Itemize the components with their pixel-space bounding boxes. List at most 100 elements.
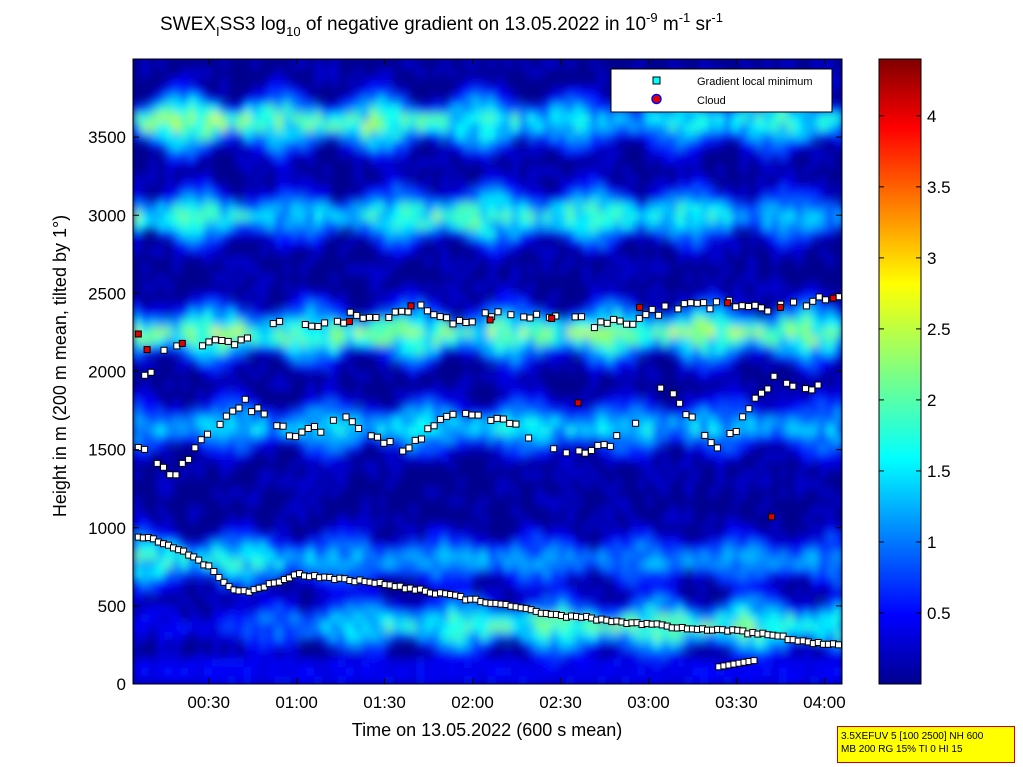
heatmap-cell bbox=[566, 621, 576, 632]
heatmap-cell bbox=[369, 425, 379, 435]
heatmap-cell bbox=[322, 451, 331, 462]
heatmap-cell bbox=[479, 219, 489, 230]
heatmap-cell bbox=[385, 121, 394, 132]
heatmap-cell bbox=[211, 192, 221, 203]
x-tick-label: 00:30 bbox=[187, 693, 230, 712]
heatmap-cell bbox=[826, 425, 836, 435]
heatmap-cell bbox=[755, 460, 765, 471]
heatmap-cell bbox=[393, 130, 402, 141]
heatmap-cell bbox=[440, 148, 450, 159]
heatmap-cell bbox=[180, 139, 190, 150]
heatmap-cell bbox=[621, 648, 631, 659]
heatmap-cell bbox=[566, 407, 576, 418]
heatmap-cell bbox=[739, 273, 749, 284]
heatmap-cell bbox=[834, 434, 842, 444]
heatmap-cell bbox=[329, 309, 339, 319]
heatmap-cell bbox=[763, 469, 773, 480]
heatmap-cell bbox=[574, 94, 584, 105]
heatmap-cell bbox=[747, 594, 757, 605]
heatmap-cell bbox=[353, 666, 363, 676]
gradient-minimum-marker bbox=[468, 411, 476, 419]
heatmap-cell bbox=[259, 675, 268, 684]
heatmap-cell bbox=[763, 639, 773, 650]
heatmap-cell bbox=[471, 630, 481, 641]
heatmap-cell bbox=[771, 541, 780, 551]
heatmap-cell bbox=[684, 478, 694, 489]
heatmap-cell bbox=[251, 59, 261, 69]
heatmap-cell bbox=[448, 94, 457, 105]
heatmap-cell bbox=[605, 362, 615, 373]
heatmap-cell bbox=[676, 148, 686, 159]
heatmap-cell bbox=[755, 291, 765, 301]
heatmap-cell bbox=[314, 246, 324, 257]
heatmap-cell bbox=[479, 130, 489, 141]
heatmap-cell bbox=[172, 407, 182, 418]
heatmap-cell bbox=[408, 425, 418, 435]
heatmap-cell bbox=[511, 487, 520, 498]
heatmap-cell bbox=[266, 309, 276, 319]
heatmap-cell bbox=[566, 594, 576, 605]
heatmap-cell bbox=[282, 594, 292, 605]
heatmap-cell bbox=[235, 425, 245, 435]
heatmap-cell bbox=[511, 407, 520, 418]
heatmap-cell bbox=[290, 326, 300, 337]
heatmap-cell bbox=[723, 416, 733, 426]
heatmap-cell bbox=[723, 264, 733, 275]
heatmap-cell bbox=[448, 344, 457, 355]
heatmap-cell bbox=[621, 416, 631, 426]
heatmap-cell bbox=[818, 657, 828, 668]
heatmap-cell bbox=[519, 434, 528, 444]
heatmap-cell bbox=[172, 264, 182, 275]
heatmap-cell bbox=[377, 237, 387, 248]
heatmap-cell bbox=[345, 559, 355, 569]
heatmap-cell bbox=[660, 184, 670, 194]
heatmap-cell bbox=[526, 469, 536, 480]
heatmap-cell bbox=[148, 523, 158, 534]
heatmap-cell bbox=[259, 532, 268, 543]
heatmap-cell bbox=[393, 219, 402, 230]
heatmap-cell bbox=[219, 469, 229, 480]
heatmap-cell bbox=[219, 550, 229, 560]
heatmap-cell bbox=[314, 532, 324, 543]
heatmap-cell bbox=[408, 59, 418, 69]
heatmap-cell bbox=[188, 121, 197, 132]
heatmap-cell bbox=[574, 201, 584, 212]
heatmap-cell bbox=[716, 398, 725, 409]
heatmap-cell bbox=[802, 478, 812, 489]
heatmap-cell bbox=[668, 639, 678, 650]
heatmap-cell bbox=[471, 621, 481, 632]
heatmap-cell bbox=[196, 94, 205, 105]
gradient-minimum-marker bbox=[430, 311, 438, 319]
heatmap-cell bbox=[211, 210, 221, 221]
heatmap-cell bbox=[495, 148, 505, 159]
heatmap-cell bbox=[156, 425, 166, 435]
heatmap-cell bbox=[645, 139, 654, 150]
heatmap-cell bbox=[345, 326, 355, 337]
heatmap-cell bbox=[274, 219, 284, 230]
heatmap-cell bbox=[511, 300, 520, 310]
heatmap-cell bbox=[306, 130, 316, 141]
heatmap-cell bbox=[723, 228, 733, 239]
heatmap-cell bbox=[582, 407, 591, 418]
heatmap-cell bbox=[385, 192, 394, 203]
heatmap-cell bbox=[676, 416, 686, 426]
heatmap-cell bbox=[203, 219, 213, 230]
heatmap-cell bbox=[432, 559, 442, 569]
heatmap-cell bbox=[731, 398, 741, 409]
heatmap-cell bbox=[251, 648, 261, 659]
heatmap-cell bbox=[621, 166, 631, 176]
heatmap-cell bbox=[400, 335, 410, 346]
heatmap-cell bbox=[235, 380, 245, 391]
heatmap-cell bbox=[779, 398, 788, 409]
heatmap-cell bbox=[700, 585, 710, 596]
heatmap-cell bbox=[164, 85, 174, 96]
heatmap-cell bbox=[700, 666, 710, 676]
heatmap-cell bbox=[424, 335, 434, 346]
heatmap-cell bbox=[739, 184, 749, 194]
heatmap-cell bbox=[779, 309, 788, 319]
heatmap-cell bbox=[329, 434, 339, 444]
heatmap-cell bbox=[235, 309, 245, 319]
heatmap-cell bbox=[786, 675, 796, 684]
heatmap-cell bbox=[684, 425, 694, 435]
